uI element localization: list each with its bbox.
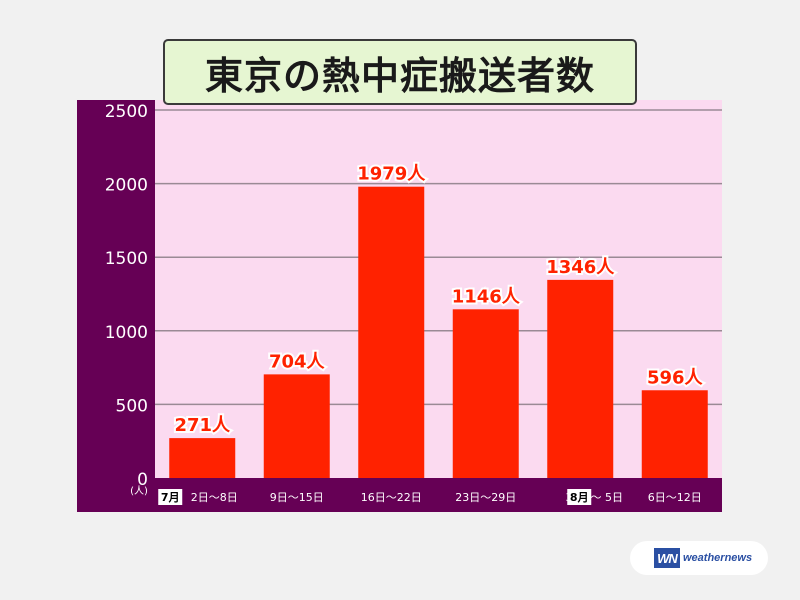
chart-title-box: 東京の熱中症搬送者数 bbox=[163, 39, 637, 105]
x-tick-label: 9日〜15日 bbox=[270, 491, 324, 504]
x-tick-label: 16日〜22日 bbox=[361, 491, 422, 504]
data-label: 1346人 bbox=[546, 257, 615, 278]
weathernews-logo: WN weathernews bbox=[630, 541, 768, 575]
month-marker: 7月 bbox=[161, 491, 180, 504]
x-tick-label: 6日〜12日 bbox=[648, 491, 702, 504]
month-marker: 8月 bbox=[570, 491, 589, 504]
x-tick-label: 2日〜8日 bbox=[191, 491, 238, 504]
x-tick-label: 23日〜29日 bbox=[455, 491, 516, 504]
y-tick-label: 2500 bbox=[105, 102, 148, 122]
data-label: 1146人 bbox=[452, 286, 521, 307]
data-label: 596人 bbox=[647, 367, 704, 388]
y-tick-label: 500 bbox=[116, 396, 148, 416]
chart-title: 東京の熱中症搬送者数 bbox=[204, 53, 595, 98]
data-label: 271人 bbox=[174, 415, 231, 436]
month-marker-box bbox=[158, 489, 183, 505]
y-tick-label: 2000 bbox=[105, 176, 148, 196]
month-marker-box bbox=[567, 489, 592, 505]
bar bbox=[452, 309, 519, 478]
logo-text: weathernews bbox=[683, 552, 753, 564]
bar bbox=[358, 186, 425, 478]
bar bbox=[169, 438, 236, 478]
wn-logo-icon: WN bbox=[654, 548, 680, 568]
bar bbox=[547, 279, 614, 478]
bar bbox=[263, 374, 330, 478]
data-label: 704人 bbox=[269, 351, 326, 372]
y-axis-unit: (人) bbox=[130, 485, 148, 497]
y-tick-label: 0 bbox=[137, 470, 148, 490]
data-label: 1979人 bbox=[357, 164, 426, 185]
y-tick-label: 1500 bbox=[105, 249, 148, 269]
bar bbox=[641, 390, 708, 478]
plot-area bbox=[155, 100, 722, 478]
y-tick-label: 1000 bbox=[105, 323, 148, 343]
